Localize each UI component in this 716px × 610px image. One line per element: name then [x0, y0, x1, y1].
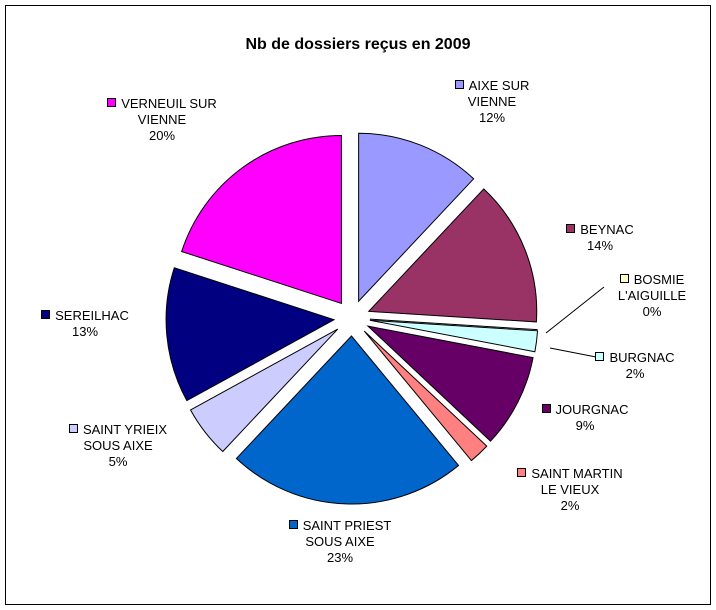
data-label: SEREILHAC 13% — [25, 308, 145, 340]
pie-slice — [181, 134, 342, 305]
value-label: 14% — [586, 238, 614, 253]
legend-key — [566, 224, 576, 233]
value-label: 9% — [575, 418, 595, 433]
legend-key — [541, 404, 551, 413]
pie-slice — [369, 319, 539, 353]
value-label: 0% — [642, 304, 662, 319]
legend-key — [68, 424, 78, 433]
value-label: 2% — [625, 366, 645, 381]
legend-key — [288, 520, 298, 529]
pie-slice — [235, 335, 460, 505]
category-label: AIXE SUR VIENNE — [467, 78, 530, 109]
data-label: JOURGNAC 9% — [525, 402, 645, 434]
pie-slice — [366, 325, 534, 442]
data-label: BOSMIE L'AIGUILLE 0% — [592, 272, 712, 320]
pie-slice — [369, 318, 538, 331]
value-label: 5% — [108, 454, 128, 469]
data-label: AIXE SUR VIENNE 12% — [432, 78, 552, 126]
data-label: SAINT YRIEIX SOUS AIXE 5% — [58, 422, 178, 470]
chart-frame — [5, 5, 711, 605]
data-label: VERNEUIL SUR VIENNE 20% — [102, 96, 222, 144]
data-label: BURGNAC 2% — [575, 350, 695, 382]
legend-key — [454, 80, 464, 89]
category-label: SAINT YRIEIX SOUS AIXE — [82, 422, 168, 453]
pie-slice — [358, 132, 475, 303]
category-label: BURGNAC — [609, 350, 675, 365]
value-label: 13% — [71, 324, 99, 339]
data-label: SAINT PRIEST SOUS AIXE 23% — [280, 518, 400, 566]
pie-slice — [367, 188, 538, 323]
data-label: SAINT MARTIN LE VIEUX 2% — [510, 466, 630, 514]
category-label: BOSMIE L'AIGUILLE — [617, 272, 687, 303]
leader-line — [549, 347, 597, 358]
legend-key — [595, 352, 605, 361]
pie-slice — [165, 267, 336, 402]
leader-line — [545, 286, 605, 334]
value-label: 20% — [148, 128, 176, 143]
legend-key — [107, 98, 117, 107]
value-label: 2% — [560, 498, 580, 513]
data-label: BEYNAC 14% — [540, 222, 660, 254]
value-label: 23% — [326, 550, 354, 565]
value-label: 12% — [478, 110, 506, 125]
category-label: SAINT PRIEST SOUS AIXE — [302, 518, 392, 549]
pie-slice — [189, 328, 339, 453]
pie-slice — [363, 330, 488, 462]
legend-key — [41, 310, 51, 319]
legend-key — [619, 274, 629, 283]
category-label: BEYNAC — [580, 222, 634, 237]
category-label: SAINT MARTIN LE VIEUX — [531, 466, 623, 497]
category-label: SEREILHAC — [55, 308, 129, 323]
category-label: VERNEUIL SUR VIENNE — [121, 96, 217, 127]
legend-key — [517, 468, 527, 477]
category-label: JOURGNAC — [555, 402, 629, 417]
chart-title: Nb de dossiers reçus en 2009 — [245, 36, 471, 53]
